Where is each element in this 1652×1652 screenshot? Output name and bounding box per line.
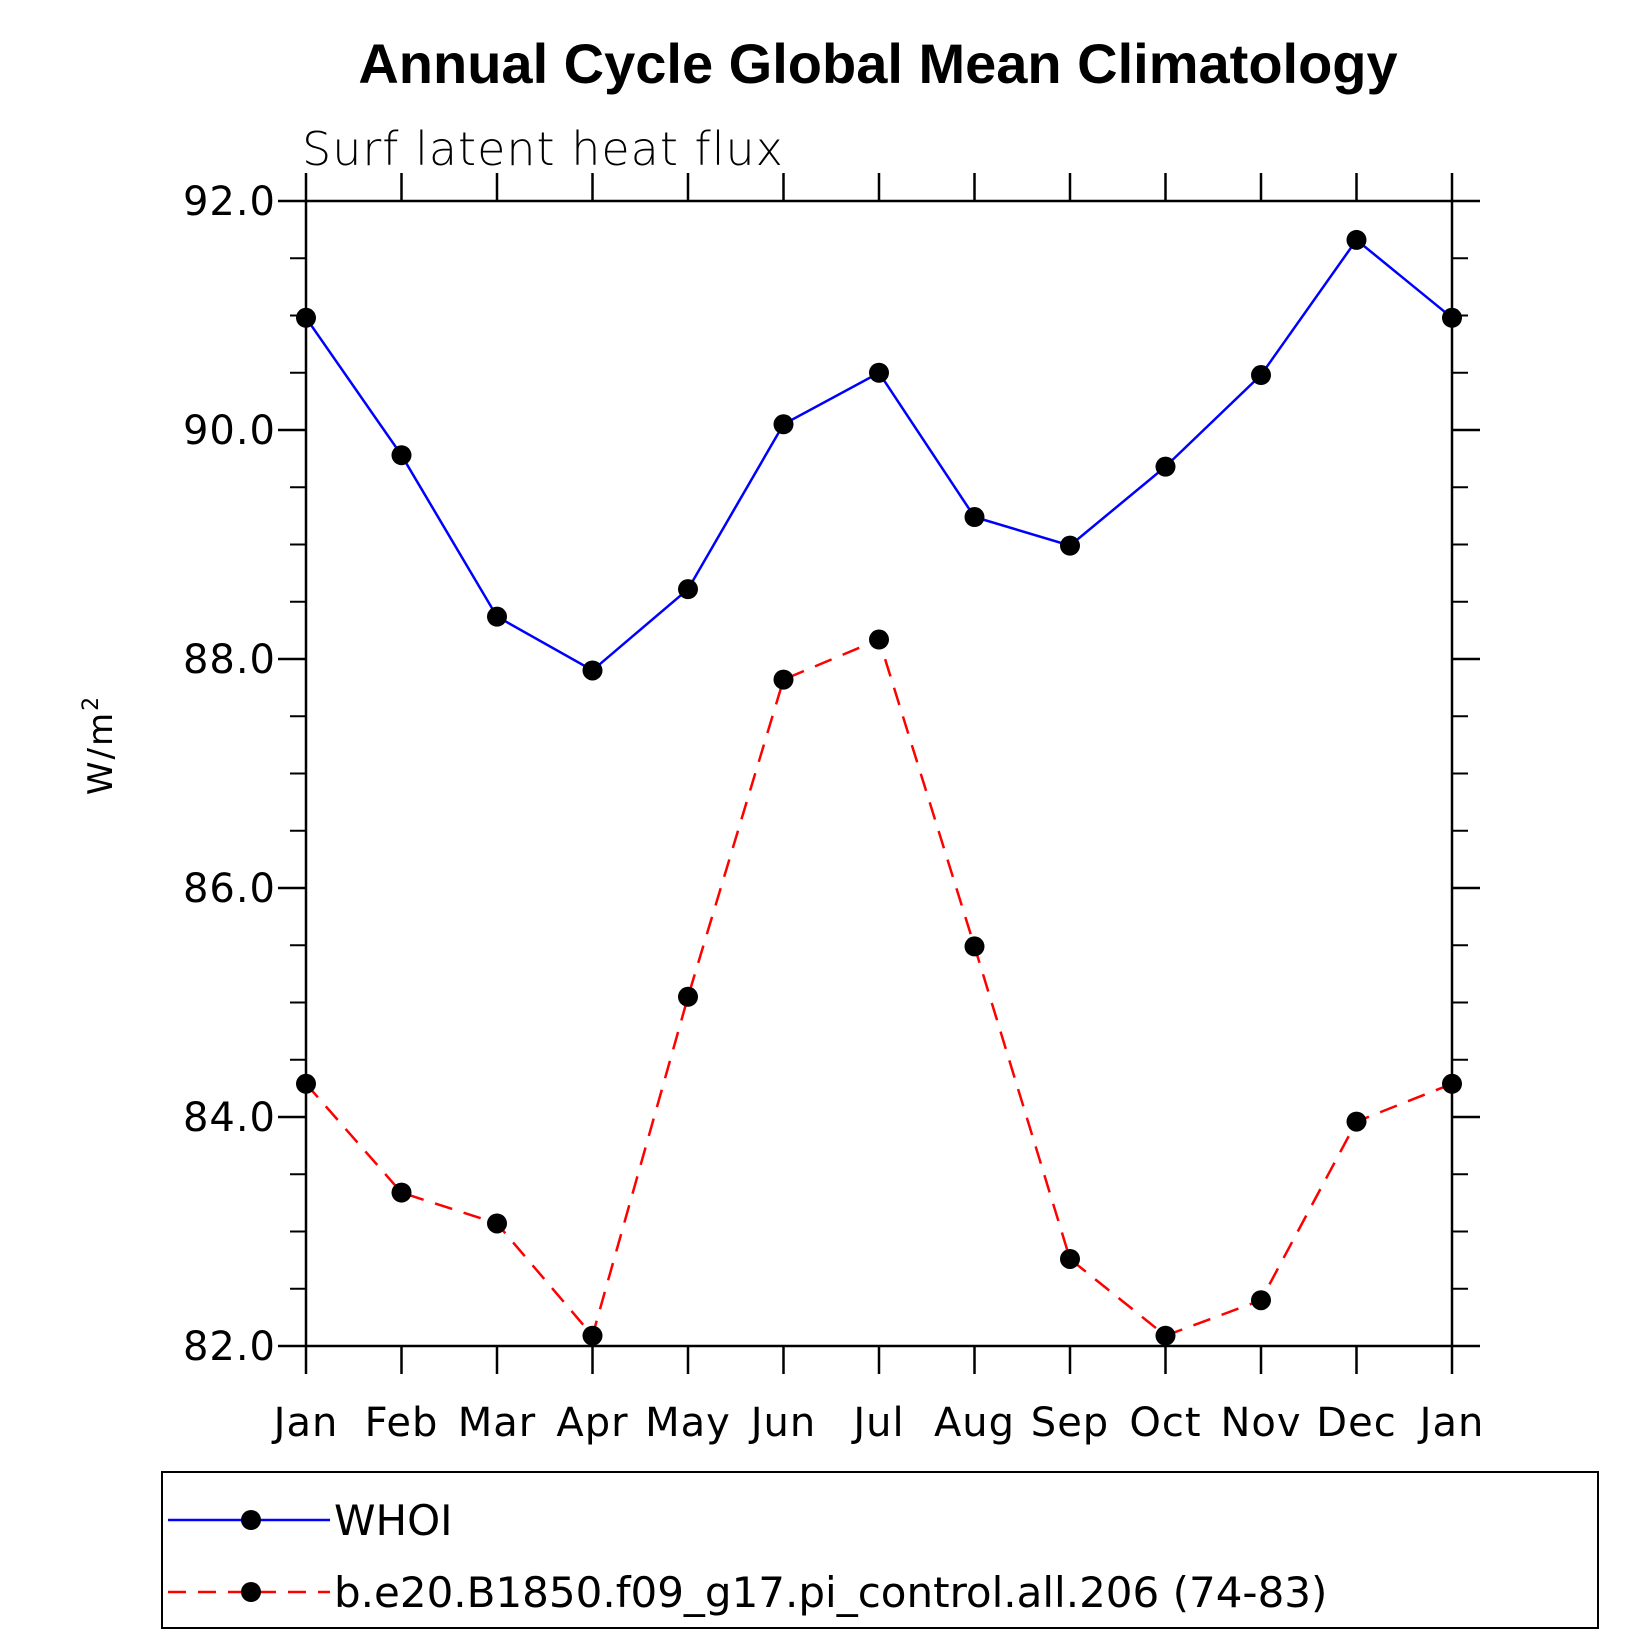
chart-subtitle: Surf latent heat flux [302,122,784,176]
legend-marker-whoi [241,1510,261,1530]
series-1-point [1251,1290,1271,1311]
series-1-point [869,629,889,650]
series-1-point [582,1325,603,1346]
y-tick-label: 90.0 [183,408,276,454]
series-0-point [296,307,316,328]
legend: WHOI b.e20.B1850.f09_g17.pi_control.all.… [161,1471,1599,1629]
y-axis-label-superscript: 2 [79,695,104,711]
series-1-point [964,936,985,957]
series-0-point [391,445,412,466]
series-layer [296,229,1462,1346]
series-1-point [391,1182,412,1203]
x-tick-label: Jun [748,1400,817,1446]
series-0-point [773,414,794,435]
x-tick-label: Mar [458,1400,536,1446]
x-tick-label: Jul [850,1400,904,1446]
y-axis-label-base: W/m [81,711,121,795]
x-tick-label: May [645,1400,731,1446]
series-1-point [773,669,794,690]
series-0-point [487,606,507,627]
x-tick-label: Apr [556,1400,628,1446]
series-0-point [1060,535,1080,556]
y-axis-label: W/m2 [79,695,121,795]
legend-box [161,1471,1599,1629]
series-0-point [1442,307,1462,328]
series-0-point [869,362,889,383]
x-tick-label: Aug [934,1400,1015,1446]
series-1-point [1346,1111,1367,1132]
legend-label-whoi: WHOI [334,1496,453,1545]
series-0-point [1346,229,1367,250]
legend-label-model: b.e20.B1850.f09_g17.pi_control.all.206 (… [334,1568,1327,1617]
y-tick-label: 86.0 [183,866,276,912]
axes: Jan Feb Mar Apr May Jun Jul Aug Sep Oct Nov Dec Jan 8… [183,173,1485,1446]
y-tick-label: 88.0 [183,637,276,683]
series-0-point [964,507,985,528]
x-tick-label: Feb [365,1400,439,1446]
series-0-point [678,579,698,600]
series-line-1 [305,637,1453,1339]
series-1-point [487,1213,507,1234]
series-1-point [296,1073,316,1094]
x-tick-label: Dec [1316,1400,1396,1446]
chart-title: Annual Cycle Global Mean Climatology [358,32,1397,95]
series-1-point [1155,1325,1176,1346]
series-line-0 [304,238,1453,672]
series-0-point [1251,365,1271,386]
svg-text:W/m2: W/m2 [79,695,121,795]
y-tick-label: 92.0 [183,179,276,225]
y-tick-label: 84.0 [183,1095,276,1141]
y-tick-label: 82.0 [183,1324,276,1370]
series-0-point [1155,456,1176,477]
x-tick-label: Sep [1031,1400,1109,1446]
series-1-point [1060,1248,1080,1269]
series-0-point [582,660,603,681]
x-tick-label: Jan [1417,1400,1485,1446]
series-1-point [678,986,698,1007]
x-tick-label: Jan [271,1400,339,1446]
series-1-point [1442,1073,1462,1094]
x-tick-label: Oct [1129,1400,1201,1446]
legend-marker-model [241,1582,261,1602]
x-tick-label: Nov [1220,1400,1301,1446]
